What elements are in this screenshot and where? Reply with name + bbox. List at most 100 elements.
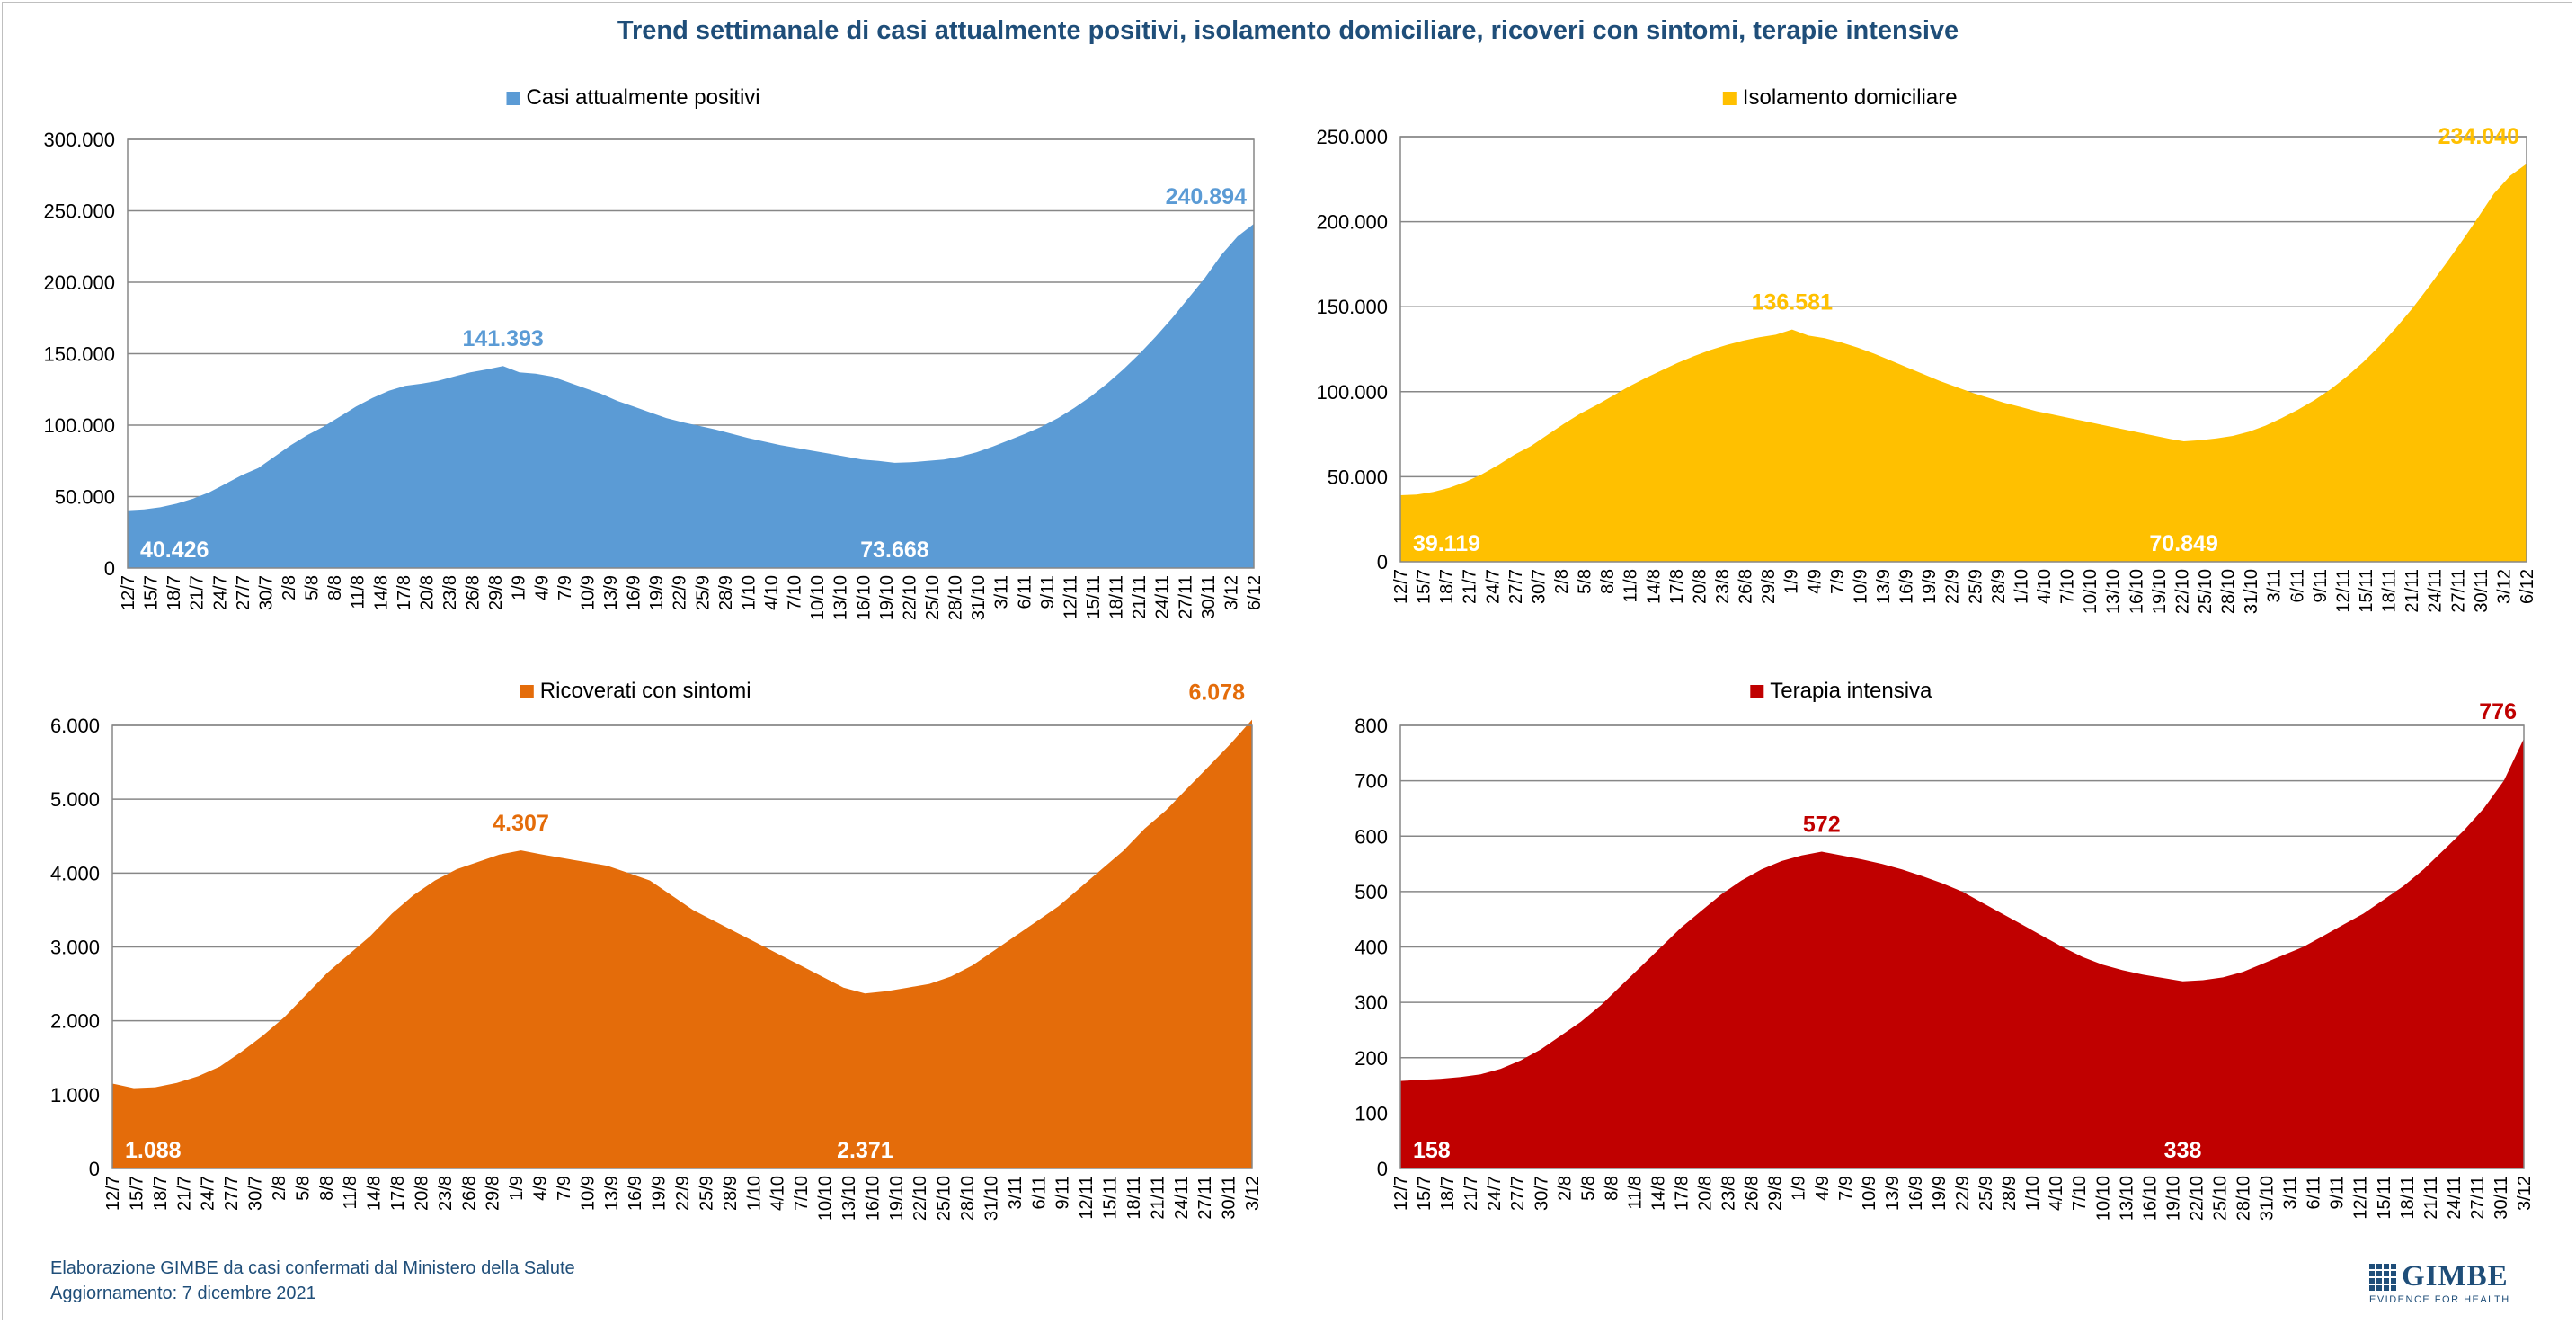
y-tick-label: 600 [1355, 825, 1388, 848]
x-tick-label: 18/11 [2380, 569, 2400, 613]
x-tick-label: 6/11 [2287, 569, 2307, 602]
x-tick-label: 1/10 [744, 1176, 764, 1211]
x-tick-label: 28/9 [2000, 1176, 2020, 1211]
x-tick-label: 22/10 [2172, 569, 2192, 614]
data-label: 73.668 [860, 538, 929, 563]
x-tick-label: 26/8 [1743, 1176, 1763, 1211]
x-tick-label: 29/8 [1766, 1176, 1786, 1211]
y-tick-label: 800 [1355, 715, 1388, 737]
y-tick-label: 0 [89, 1158, 100, 1180]
x-tick-label: 19/9 [1920, 569, 1940, 604]
x-tick-label: 10/9 [578, 1176, 598, 1211]
x-tick-label: 20/8 [1696, 1176, 1716, 1211]
x-tick-label: 1/10 [739, 575, 759, 610]
x-tick-label: 21/11 [1148, 1176, 1168, 1220]
figure-title: Trend settimanale di casi attualmente po… [617, 16, 1959, 45]
x-tick-label: 27/11 [2468, 1176, 2488, 1220]
x-tick-label: 26/8 [464, 575, 484, 610]
x-tick-label: 18/7 [1437, 569, 1457, 604]
x-tick-label: 14/8 [1649, 1176, 1669, 1211]
x-tick-label: 3/11 [992, 575, 1012, 609]
x-tick-label: 5/8 [303, 575, 323, 600]
x-tick-label: 16/9 [1906, 1176, 1926, 1211]
x-tick-label: 24/11 [2445, 1176, 2465, 1220]
legend: Terapia intensiva [1750, 679, 1932, 703]
x-tick-label: 1/9 [510, 575, 529, 600]
x-tick-label: 1/9 [1782, 569, 1802, 594]
x-tick-label: 31/10 [969, 575, 989, 620]
x-tick-label: 1/10 [2012, 569, 2031, 604]
x-tick-label: 30/11 [1220, 1176, 1239, 1220]
x-tick-label: 25/10 [935, 1176, 955, 1221]
x-tick-label: 28/9 [1989, 569, 2009, 604]
area-series [1400, 738, 2524, 1168]
chart-isolamento-domiciliare: Isolamento domiciliare 0 50.000 100.000 150.… [1288, 72, 2576, 647]
y-tick-label: 200.000 [1316, 211, 1388, 234]
x-tick-label: 7/9 [1836, 1176, 1856, 1201]
x-tick-label: 7/10 [792, 1176, 812, 1211]
x-tick-label: 22/9 [1943, 569, 1963, 604]
x-tick-label: 11/8 [1621, 569, 1641, 602]
gimbe-logo: GIMBE EVIDENCE FOR HEALTH [2369, 1260, 2527, 1305]
x-tick-label: 14/8 [365, 1176, 385, 1211]
x-tick-label: 6/11 [1029, 1176, 1049, 1209]
y-tick-label: 250.000 [1316, 126, 1388, 148]
x-tick-label: 28/10 [946, 575, 966, 620]
x-tick-label: 4/9 [1805, 569, 1825, 594]
x-tick-label: 15/7 [1415, 1176, 1435, 1211]
data-label: 6.078 [1188, 680, 1245, 706]
x-tick-label: 12/11 [1061, 575, 1080, 619]
x-tick-label: 21/7 [174, 1176, 194, 1211]
x-tick-label: 16/10 [863, 1176, 883, 1221]
y-tick-label: 100.000 [43, 414, 115, 437]
x-tick-label: 28/10 [2219, 569, 2239, 614]
x-tick-label: 27/11 [1176, 575, 1195, 619]
x-tick-label: 25/10 [2211, 1176, 2231, 1221]
x-tick-label: 27/7 [1506, 569, 1526, 604]
footer-update-line: Aggiornamento: 7 dicembre 2021 [50, 1284, 316, 1303]
data-label: 234.040 [2438, 124, 2519, 149]
data-label: 136.581 [1752, 290, 1833, 315]
x-tick-label: 15/7 [142, 575, 162, 610]
x-tick-label: 29/8 [1759, 569, 1779, 604]
x-tick-label: 12/7 [119, 575, 138, 610]
x-tick-label: 12/7 [1391, 1176, 1411, 1211]
x-tick-label: 2/8 [1552, 569, 1572, 594]
x-tick-label: 13/10 [839, 1176, 859, 1221]
x-tick-label: 8/8 [1598, 569, 1618, 594]
x-tick-label: 21/11 [1130, 575, 1150, 619]
x-tick-label: 24/11 [2426, 569, 2446, 613]
x-tick-label: 30/7 [256, 575, 276, 610]
x-tick-label: 25/9 [1976, 1176, 1996, 1211]
y-tick-label: 400 [1355, 937, 1388, 959]
area-series [128, 224, 1254, 568]
legend-swatch [1750, 685, 1764, 698]
x-tick-label: 24/11 [1172, 1176, 1192, 1220]
x-tick-label: 16/9 [625, 575, 644, 610]
x-tick-label: 18/11 [1124, 1176, 1144, 1220]
legend: Isolamento domiciliare [1722, 85, 1958, 110]
y-tick-label: 5.000 [50, 788, 100, 811]
x-tick-label: 17/8 [1673, 1176, 1692, 1211]
x-tick-label: 28/9 [721, 1176, 741, 1211]
x-tick-label: 17/8 [388, 1176, 408, 1211]
data-label: 240.894 [1166, 184, 1247, 209]
x-tick-label: 23/8 [1719, 1176, 1739, 1211]
x-tick-label: 24/7 [1485, 1176, 1505, 1211]
chart-svg-positivi: Casi attualmente positivi 0 50.000 100.000 1… [43, 85, 1265, 620]
legend: Ricoverati con sintomi [520, 679, 751, 703]
y-tick-label: 150.000 [43, 343, 115, 366]
y-tick-label: 0 [104, 557, 115, 580]
x-tick-label: 10/10 [2081, 569, 2101, 614]
plot-area-border [1399, 724, 2525, 1169]
x-tick-label: 19/10 [887, 1176, 907, 1221]
y-tick-label: 0 [1377, 551, 1388, 573]
x-tick-label: 6/12 [2518, 569, 2537, 604]
x-tick-label: 7/10 [786, 575, 805, 610]
y-tick-label: 2.000 [50, 1010, 100, 1033]
x-tick-label: 19/10 [2163, 1176, 2183, 1221]
x-tick-label: 13/9 [602, 1176, 622, 1211]
x-tick-label: 24/7 [210, 575, 230, 610]
legend: Casi attualmente positivi [506, 85, 760, 110]
x-tick-label: 29/8 [484, 1176, 503, 1211]
